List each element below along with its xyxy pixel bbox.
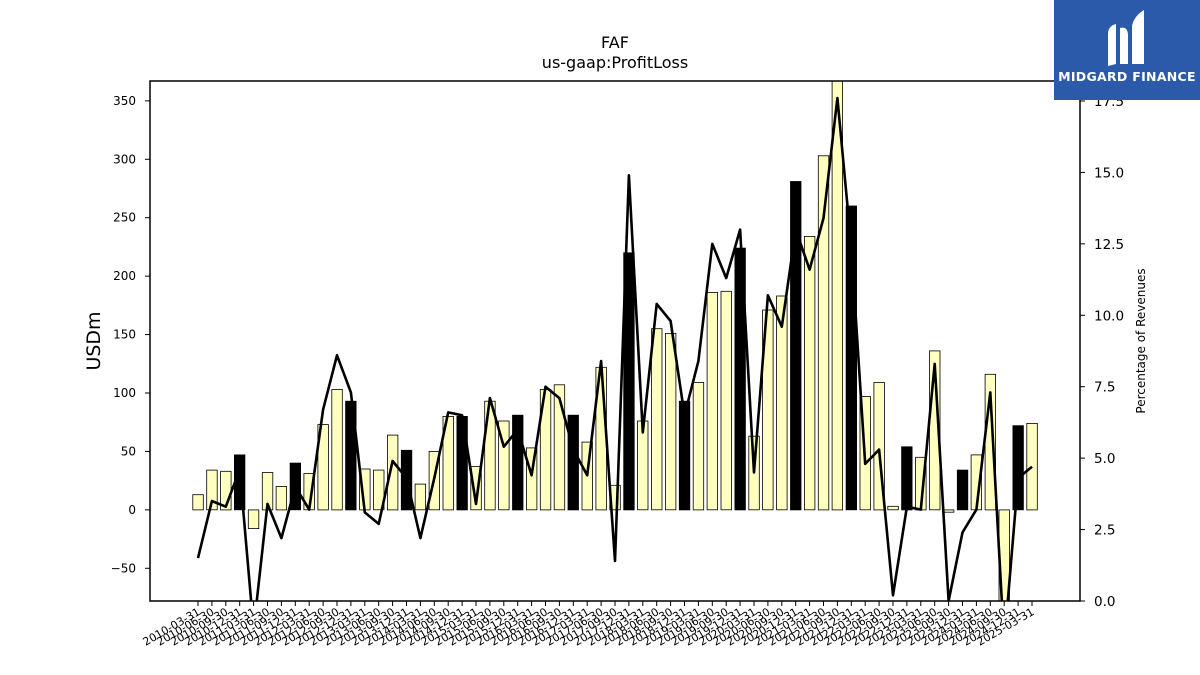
midgard-logo-icon bbox=[1108, 10, 1144, 66]
bar-2019-03-31 bbox=[692, 382, 705, 511]
bar-2019-09-30 bbox=[720, 290, 732, 511]
bar-2017-12-31 bbox=[623, 252, 635, 511]
y-tick-label: 0 bbox=[128, 503, 136, 517]
bar-2021-06-30 bbox=[817, 155, 830, 511]
bar-2024-12-31 bbox=[1012, 425, 1024, 511]
revenue-percentage-line bbox=[196, 96, 1033, 601]
bar-2013-09-30 bbox=[386, 434, 399, 511]
bar-2020-09-30 bbox=[776, 295, 788, 511]
bar-2023-12-31 bbox=[956, 469, 969, 511]
bar-2013-06-30 bbox=[373, 469, 385, 511]
y2-tick-label: 5.0 bbox=[1094, 451, 1115, 467]
bar-2011-03-31 bbox=[247, 509, 260, 529]
bar-2022-06-30 bbox=[873, 382, 885, 511]
bar-2014-12-31 bbox=[456, 415, 468, 511]
bar-2018-03-31 bbox=[637, 420, 649, 511]
bar-2010-06-30 bbox=[206, 469, 218, 511]
y-tick-label: 150 bbox=[113, 328, 136, 342]
bars-layer bbox=[192, 80, 1038, 602]
bar-2025-03-31 bbox=[1026, 422, 1038, 511]
y-axis-label: USDm bbox=[83, 311, 105, 370]
bar-2022-12-31 bbox=[901, 446, 913, 511]
bar-2015-12-31 bbox=[512, 414, 524, 511]
y-tick-label: 350 bbox=[113, 94, 136, 108]
bar-2019-06-30 bbox=[706, 292, 718, 511]
brand-logo: MIDGARD FINANCE bbox=[1054, 0, 1200, 100]
y-axis-right: 0.02.55.07.510.012.515.017.5 bbox=[1080, 94, 1124, 610]
bar-2016-12-31 bbox=[567, 414, 579, 511]
bar-2011-09-30 bbox=[275, 486, 288, 511]
bar-2018-09-30 bbox=[665, 332, 677, 511]
bar-2014-03-31 bbox=[414, 483, 427, 511]
bar-2012-06-30 bbox=[317, 424, 329, 511]
y-tick-label: 300 bbox=[113, 152, 136, 166]
bar-2018-12-31 bbox=[678, 400, 691, 511]
line-layer bbox=[196, 96, 1033, 601]
bar-2010-03-31 bbox=[192, 494, 204, 511]
y-tick-label: 100 bbox=[113, 386, 136, 400]
chart-title: FAF bbox=[601, 33, 629, 52]
bar-2021-03-31 bbox=[804, 235, 816, 511]
bar-2018-06-30 bbox=[651, 328, 663, 511]
bar-2020-12-31 bbox=[790, 181, 802, 511]
plot-frame bbox=[149, 80, 1081, 602]
bar-2015-03-31 bbox=[470, 466, 482, 511]
y2-axis-label: Percentage of Revenues bbox=[1134, 268, 1148, 413]
y2-tick-label: 0.0 bbox=[1094, 594, 1115, 610]
bar-2022-09-30 bbox=[887, 505, 899, 511]
logo-text: MIDGARD FINANCE bbox=[1058, 69, 1196, 84]
chart-subtitle: us-gaap:ProfitLoss bbox=[542, 53, 688, 72]
y-tick-label: 50 bbox=[121, 444, 136, 458]
y2-tick-label: 12.5 bbox=[1094, 237, 1124, 253]
bar-2012-09-30 bbox=[331, 389, 343, 511]
y2-tick-label: 7.5 bbox=[1094, 380, 1115, 396]
y2-tick-label: 2.5 bbox=[1094, 523, 1115, 539]
y-tick-label: 200 bbox=[113, 269, 136, 283]
y-axis-left: −50 0 50 100 150 200 250 300 350 bbox=[111, 94, 150, 575]
bar-2021-12-31 bbox=[845, 205, 857, 511]
y2-tick-label: 10.0 bbox=[1094, 308, 1124, 324]
y-tick-label: −50 bbox=[111, 561, 136, 575]
y2-tick-label: 15.0 bbox=[1094, 165, 1124, 181]
bar-2015-09-30 bbox=[498, 420, 510, 511]
x-axis: 2010-03-312010-06-302010-09-302010-12-31… bbox=[141, 601, 1037, 649]
bar-2016-09-30 bbox=[553, 384, 566, 511]
bar-2023-09-30 bbox=[943, 509, 955, 513]
y-tick-label: 250 bbox=[113, 211, 136, 225]
bar-2016-03-31 bbox=[526, 447, 538, 511]
